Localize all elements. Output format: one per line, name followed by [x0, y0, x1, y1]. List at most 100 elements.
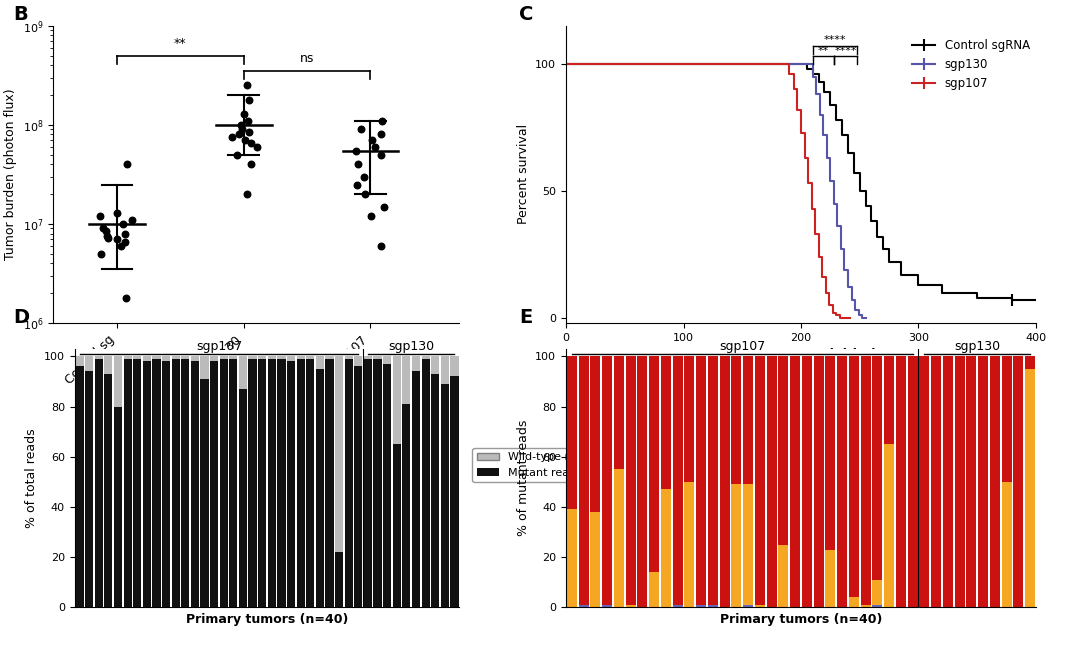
sgp130 — [820, 154, 833, 162]
Bar — [105, 357, 112, 374]
Bar — [591, 357, 600, 512]
Bar — [422, 357, 429, 359]
Bar — [182, 357, 189, 359]
Bar — [162, 357, 170, 361]
Bar — [230, 357, 237, 359]
Bar — [1014, 357, 1023, 607]
sgp130 — [838, 266, 851, 273]
Point — [242, 138, 260, 149]
Bar — [297, 357, 304, 359]
sgp107 — [798, 154, 811, 162]
Point — [373, 149, 390, 160]
Bar — [451, 377, 458, 607]
Bar — [114, 357, 122, 406]
sgp107 — [841, 314, 853, 322]
Bar — [307, 357, 314, 359]
Legend: Wild-type reads, Mutant reads: Wild-type reads, Mutant reads — [472, 448, 600, 483]
Bar — [210, 357, 218, 361]
Bar — [943, 357, 953, 607]
Bar — [873, 605, 882, 607]
Bar — [755, 357, 765, 605]
Bar — [201, 379, 208, 607]
Bar — [316, 357, 324, 369]
Point — [231, 129, 248, 140]
sgp107 — [816, 273, 829, 281]
Text: ns: ns — [300, 52, 314, 65]
Bar — [779, 357, 788, 545]
sgp107 — [802, 180, 815, 187]
Control sgRNA — [877, 245, 890, 253]
sgp107 — [808, 230, 821, 238]
Text: D: D — [13, 308, 29, 327]
Bar — [685, 482, 694, 607]
Bar — [441, 384, 449, 607]
Bar — [239, 389, 247, 607]
Point — [366, 141, 383, 152]
Bar — [335, 552, 343, 607]
Point — [242, 159, 260, 169]
Point — [239, 189, 256, 200]
Point — [113, 241, 130, 251]
Point — [229, 149, 246, 160]
Text: ****: **** — [834, 46, 857, 56]
Bar — [258, 357, 266, 359]
Bar — [249, 359, 256, 607]
Bar — [76, 357, 83, 366]
Point — [347, 145, 364, 156]
Bar — [403, 404, 410, 607]
Point — [356, 172, 373, 182]
Bar — [220, 357, 227, 359]
Point — [239, 116, 256, 126]
Bar — [790, 357, 800, 607]
Bar — [567, 357, 577, 510]
Bar — [567, 510, 577, 607]
Bar — [967, 357, 976, 607]
Control sgRNA — [848, 169, 861, 177]
Y-axis label: % of total reads: % of total reads — [26, 428, 38, 528]
Text: ****: **** — [823, 36, 846, 45]
Bar — [873, 357, 882, 579]
Bar — [673, 357, 682, 605]
sgp107 — [827, 309, 839, 317]
Point — [374, 116, 391, 126]
Bar — [649, 572, 659, 607]
Bar — [249, 357, 256, 359]
sgp107 — [813, 253, 826, 261]
Bar — [720, 357, 729, 607]
sgp107 — [783, 70, 796, 78]
Point — [99, 233, 116, 244]
Text: **: ** — [174, 37, 187, 50]
Bar — [383, 364, 391, 607]
Line: Control sgRNA: Control sgRNA — [566, 64, 1036, 300]
Bar — [614, 357, 624, 469]
Bar — [278, 357, 285, 359]
Bar — [393, 444, 400, 607]
Point — [117, 293, 135, 303]
Bar — [105, 374, 112, 607]
Y-axis label: Percent survival: Percent survival — [517, 125, 530, 224]
Bar — [1025, 369, 1035, 607]
Bar — [412, 371, 420, 607]
Control sgRNA — [871, 233, 884, 240]
Text: E: E — [519, 308, 532, 327]
Bar — [393, 357, 400, 444]
Bar — [124, 357, 131, 359]
Bar — [239, 357, 247, 389]
Bar — [626, 605, 635, 607]
Bar — [85, 357, 93, 371]
Bar — [278, 359, 285, 607]
Point — [375, 202, 392, 212]
Bar — [182, 359, 189, 607]
Text: C: C — [519, 5, 533, 24]
Control sgRNA — [865, 218, 878, 225]
Bar — [579, 357, 588, 605]
Bar — [95, 357, 103, 359]
Bar — [374, 359, 381, 607]
Bar — [355, 357, 362, 366]
Bar — [826, 357, 835, 550]
Bar — [732, 484, 741, 607]
Bar — [134, 359, 141, 607]
Bar — [383, 357, 391, 364]
Bar — [191, 357, 199, 361]
Text: B: B — [13, 5, 28, 24]
